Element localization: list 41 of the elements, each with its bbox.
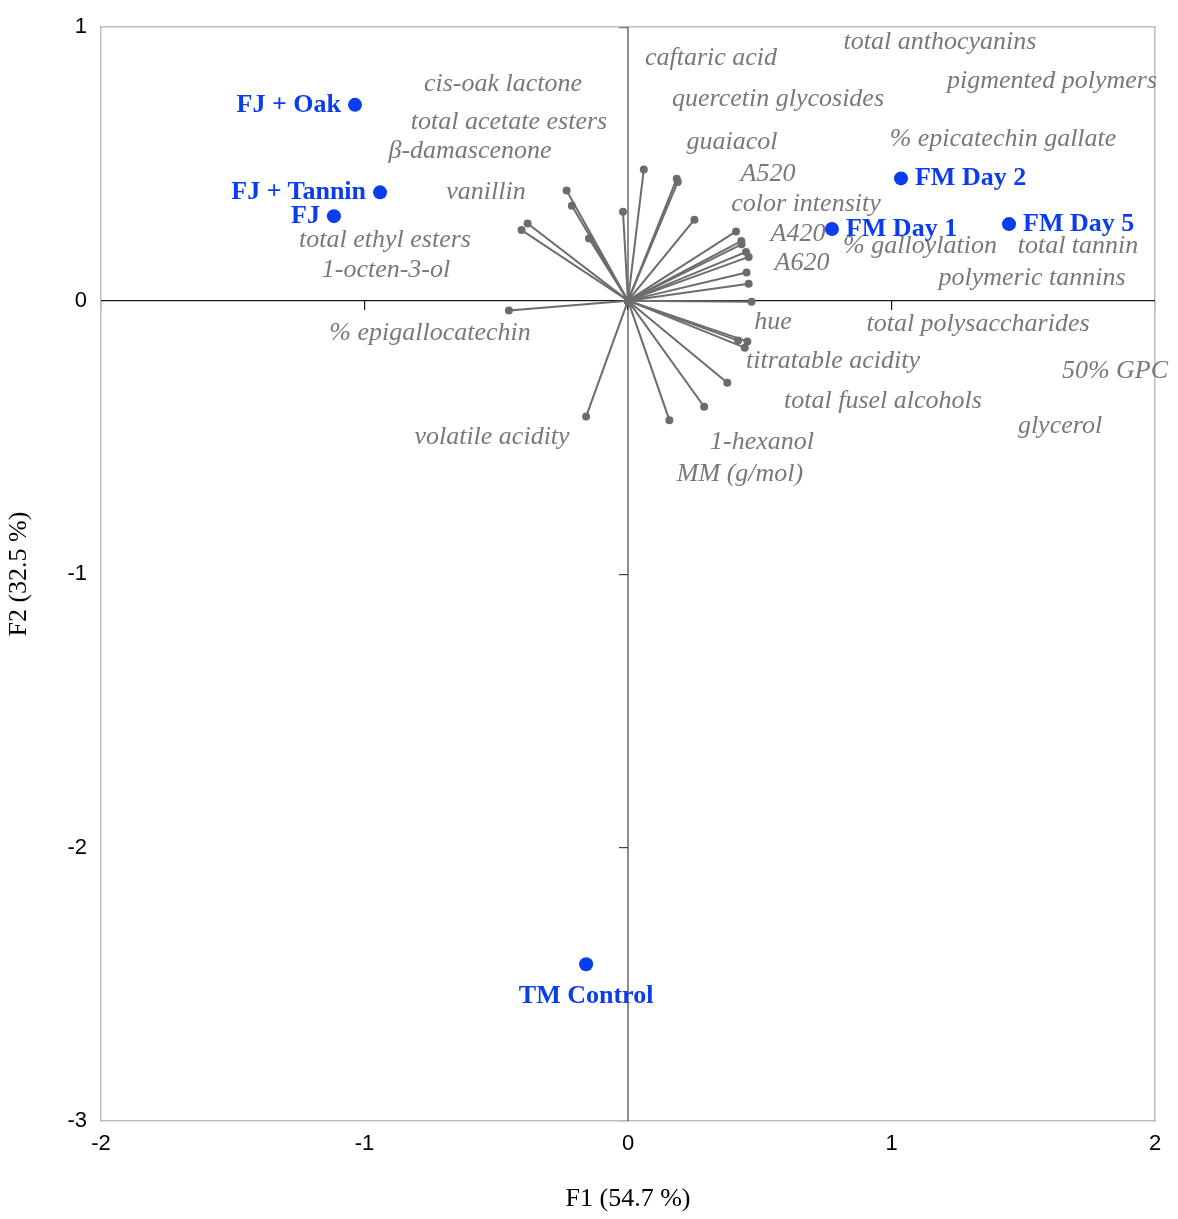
annotation: 1-hexanol (710, 425, 814, 455)
annotation: total fusel alcohols (784, 384, 982, 414)
annotation: quercetin glycosides (671, 82, 885, 112)
y-tick-label: -2 (67, 833, 87, 859)
x-axis-title: F1 (54.7 %) (565, 1183, 691, 1213)
annotation: titratable acidity (745, 344, 921, 374)
y-tick-label: 1 (74, 13, 87, 39)
annotation: caftaric acid (644, 41, 779, 71)
x-tick-label: 2 (1148, 1130, 1162, 1156)
series-label: FM Day 2 (914, 162, 1027, 192)
annotation: pigmented polymers (944, 64, 1158, 94)
annotation: A520 (738, 157, 796, 187)
x-tick-label: 0 (621, 1130, 635, 1156)
annotation: 1-octen-3-ol (321, 253, 451, 283)
annotation: polymeric tannins (936, 261, 1126, 291)
annotation: total polysaccharides (866, 307, 1090, 337)
annotation: β-damascenone (387, 134, 552, 164)
y-tick-label: -3 (67, 1107, 87, 1133)
annotation: % epigallocatechin (329, 316, 531, 346)
annotation: % epicatechin gallate (889, 122, 1117, 152)
y-tick-label: 0 (74, 286, 87, 312)
annotation: hue (754, 305, 792, 335)
annotation: color intensity (731, 187, 882, 217)
annotation: A620 (772, 246, 830, 276)
annotation: total anthocyanins (843, 25, 1037, 55)
annotation: A420 (768, 217, 826, 247)
annotation: MM (g/mol) (675, 457, 804, 487)
annotation: guaiacol (686, 125, 778, 155)
annotation: 50% GPC (1061, 354, 1169, 384)
annotation: vanillin (446, 175, 526, 205)
annotation: cis-oak lactone (423, 67, 583, 97)
series-label: FJ + Oak (236, 88, 342, 118)
y-axis-title: F2 (32.5 %) (3, 511, 33, 637)
annotation: total acetate esters (410, 105, 608, 135)
series-label: TM Control (518, 980, 654, 1010)
annotation: glycerol (1017, 409, 1103, 439)
x-tick-label: 1 (885, 1130, 898, 1156)
x-tick-label: -1 (354, 1130, 375, 1156)
x-tick-label: -2 (91, 1130, 111, 1156)
y-tick-label: -1 (67, 560, 87, 586)
annotation: volatile acidity (414, 420, 571, 450)
